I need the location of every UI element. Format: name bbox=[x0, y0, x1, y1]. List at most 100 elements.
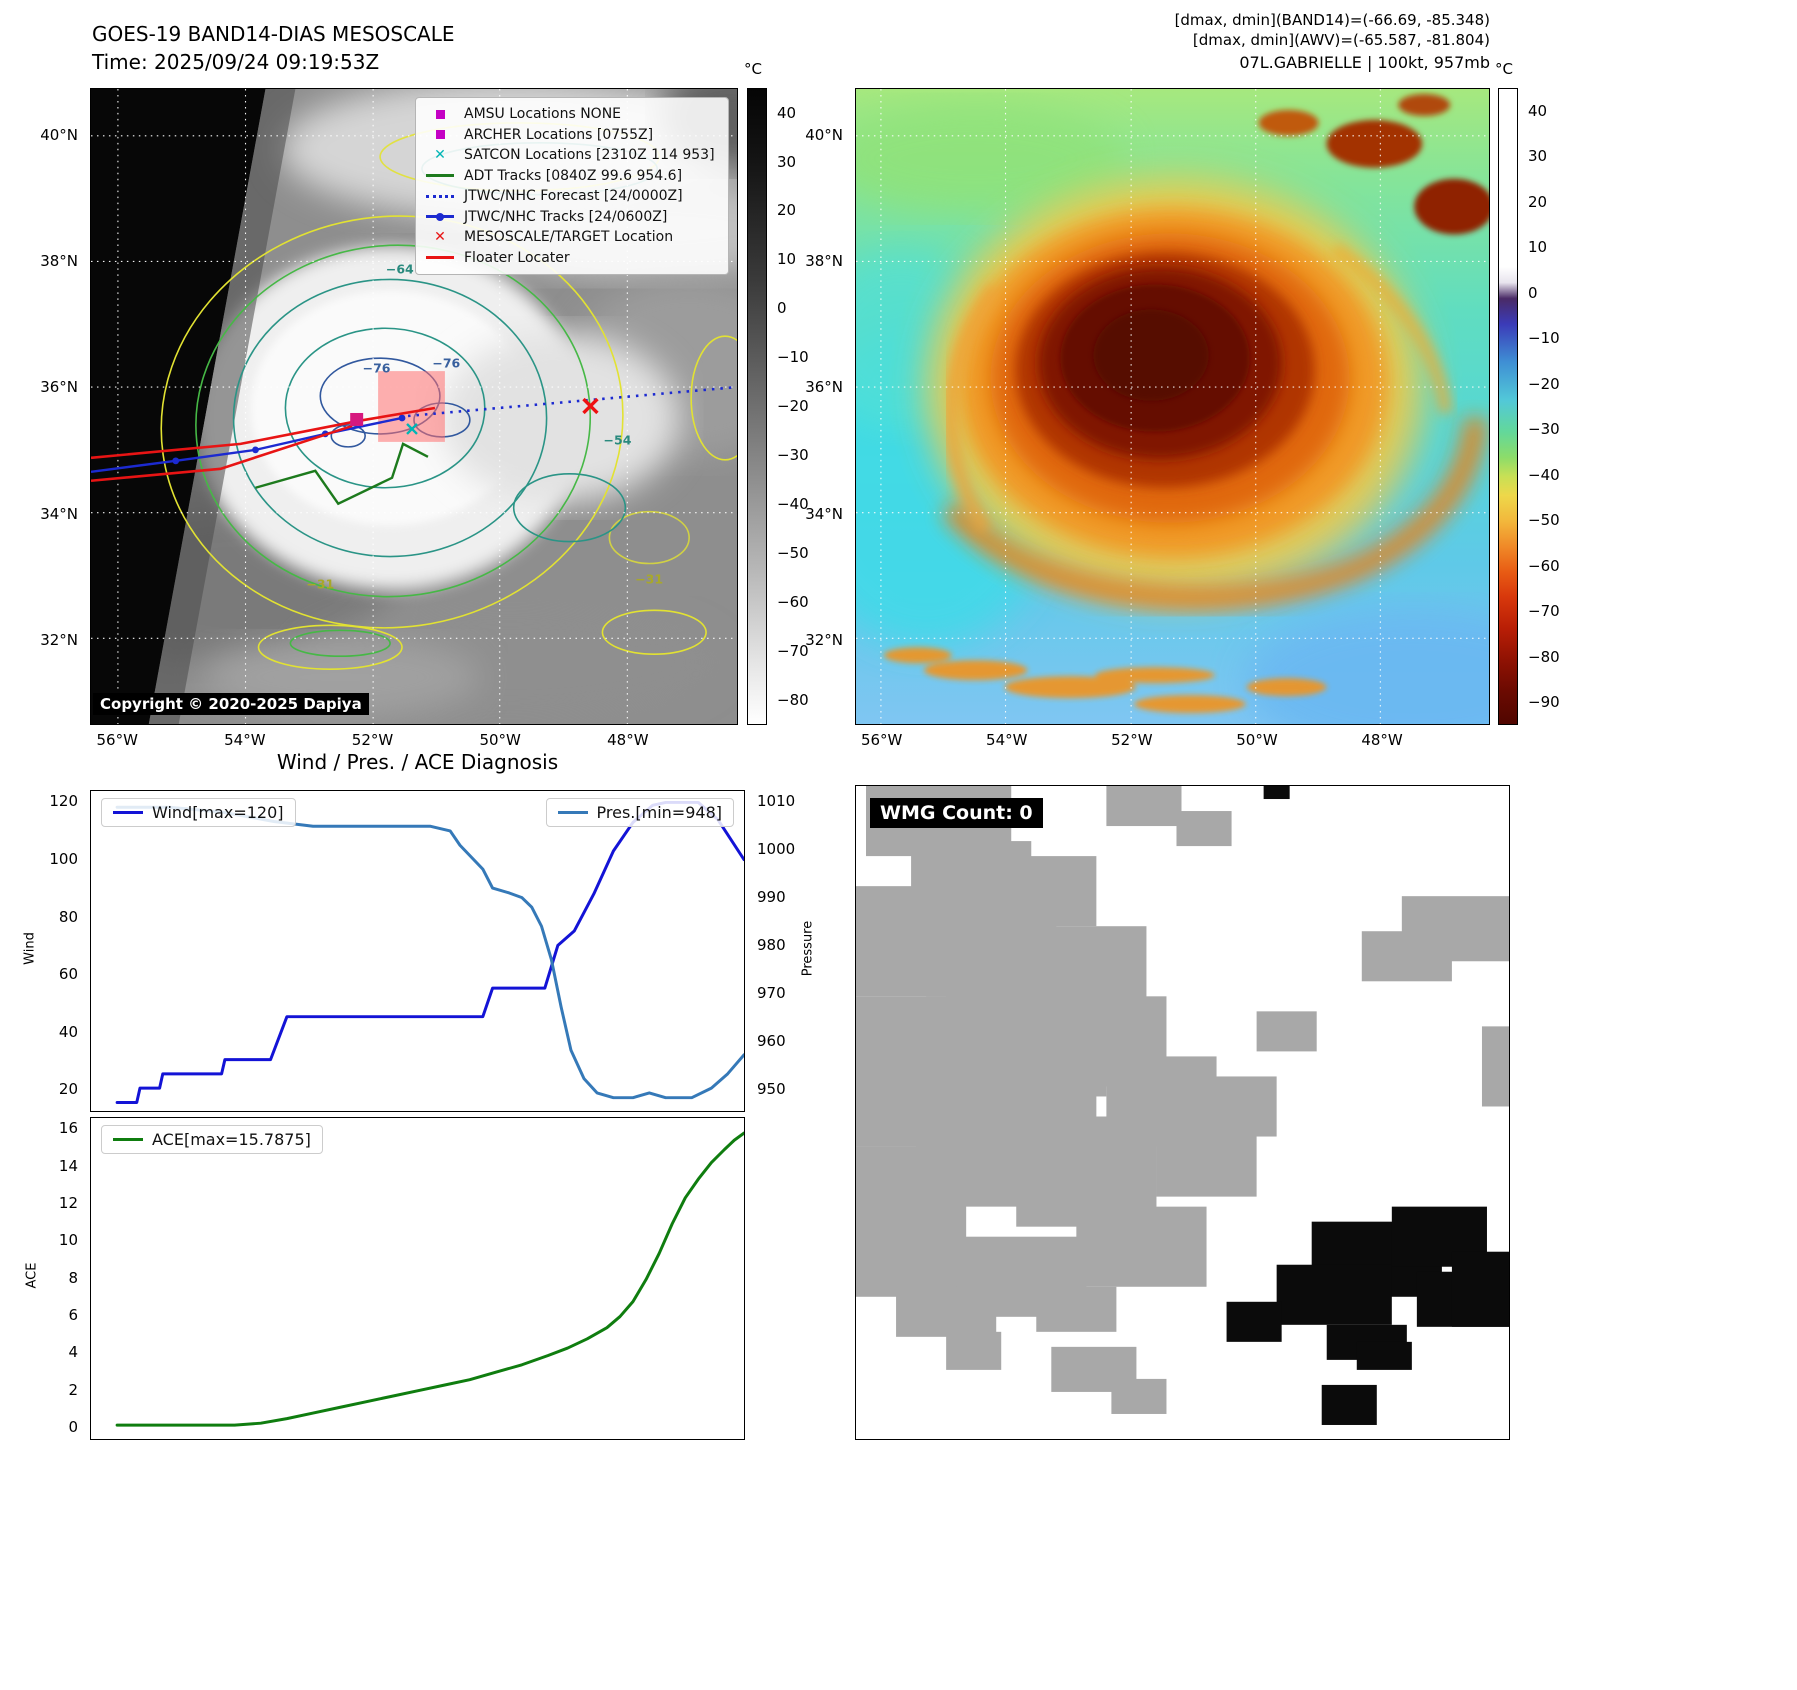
awv-satellite-art bbox=[856, 89, 1489, 724]
target-x-marker bbox=[582, 397, 599, 415]
pressure-legend: Pres.[min=948] bbox=[545, 798, 734, 827]
scan-edge-black-region bbox=[91, 89, 266, 724]
legend-item-label: AMSU Locations NONE bbox=[464, 106, 622, 123]
dmax-dmin-awv-label: [dmax, dmin](AWV)=(-65.587, -81.804) bbox=[1192, 31, 1490, 49]
legend-item: ARCHER Locations [0755Z] bbox=[424, 125, 720, 146]
x-icon: ✕ bbox=[434, 229, 446, 246]
lon-tick-label: 54°W bbox=[986, 731, 1028, 749]
goes-time-label: Time: 2025/09/24 09:19:53Z bbox=[92, 50, 380, 74]
ace-plot bbox=[115, 1131, 744, 1427]
ace-axis-label: ACE bbox=[24, 1262, 40, 1289]
awv-lon-axis: 56°W 54°W 52°W 50°W 48°W bbox=[855, 731, 1490, 751]
lon-tick-label: 48°W bbox=[1361, 731, 1403, 749]
line-marker-icon bbox=[424, 256, 456, 260]
colorbar-tick-label: 10 bbox=[777, 250, 797, 269]
pressure-axis-ticks: 950 960 970 980 990 1000 1010 bbox=[751, 790, 799, 1112]
wind-legend: Wind[max=120] bbox=[101, 798, 296, 827]
colorbar-tick-label: −40 bbox=[777, 495, 809, 514]
lon-tick-label: 54°W bbox=[224, 731, 266, 749]
line-icon bbox=[426, 174, 454, 178]
awv-colorbar-unit: °C bbox=[1495, 60, 1513, 78]
legend-item-label: MESOSCALE/TARGET Location bbox=[464, 229, 674, 246]
ace-legend: ACE[max=15.7875] bbox=[101, 1125, 323, 1154]
awv-lat-axis: 40°N 38°N 36°N 34°N 32°N bbox=[799, 88, 849, 725]
colorbar-tick-label: −70 bbox=[1528, 602, 1560, 621]
band14-colorbar-unit: °C bbox=[744, 60, 762, 78]
wmg-panel: WMG Count: 0 bbox=[855, 785, 1510, 1440]
colorbar-tick-label: 40 bbox=[1528, 101, 1548, 120]
colorbar-tick-label: −20 bbox=[777, 397, 809, 416]
goes-title-block: GOES-19 BAND14-DIAS MESOSCALE Time: 2025… bbox=[92, 20, 455, 76]
dotted-line-marker-icon bbox=[424, 194, 456, 198]
axis-tick-label: 2 bbox=[68, 1380, 78, 1399]
legend-item-label: SATCON Locations [2310Z 114 953] bbox=[464, 147, 715, 164]
colorbar-tick-label: −60 bbox=[1528, 556, 1560, 575]
colorbar-tick-label: 20 bbox=[777, 201, 797, 220]
axis-tick-label: 20 bbox=[58, 1080, 78, 1098]
legend-item: ADT Tracks [0840Z 99.6 954.6] bbox=[424, 166, 720, 187]
colorbar-tick-label: 40 bbox=[777, 103, 797, 122]
line-dot-marker-icon bbox=[424, 212, 456, 221]
colorbar-tick-label: 0 bbox=[1528, 283, 1538, 302]
contour-value-label: −64 bbox=[385, 261, 414, 277]
contour-value-label: −31 bbox=[306, 576, 335, 592]
band14-lat-axis: 40°N 38°N 36°N 34°N 32°N bbox=[34, 88, 84, 725]
colorbar-tick-label: 0 bbox=[777, 299, 787, 318]
colorbar-tick-label: −30 bbox=[1528, 420, 1560, 439]
axis-tick-label: 1000 bbox=[757, 840, 796, 859]
ace-line-sample-icon bbox=[113, 1138, 143, 1141]
lat-tick-label: 34°N bbox=[40, 504, 78, 523]
contour-value-label: −54 bbox=[603, 432, 632, 448]
axis-tick-label: 10 bbox=[58, 1231, 78, 1250]
axis-tick-label: 990 bbox=[757, 888, 786, 907]
lat-tick-label: 36°N bbox=[805, 378, 843, 397]
lon-tick-label: 52°W bbox=[351, 731, 394, 749]
mesoscale-target-box bbox=[378, 371, 445, 442]
colorbar-tick-label: 10 bbox=[1528, 238, 1548, 257]
square-icon bbox=[435, 130, 445, 140]
colorbar-tick-label: 20 bbox=[1528, 192, 1548, 211]
pressure-legend-label: Pres.[min=948] bbox=[596, 803, 722, 822]
awv-colorbar-ticks: 40 30 20 10 0 −10 −20 −30 −40 −50 −60 −70 −80 −90 bbox=[1524, 88, 1570, 725]
axis-tick-label: 970 bbox=[757, 984, 786, 1003]
lat-tick-label: 36°N bbox=[40, 378, 78, 397]
legend-item: Floater Locater bbox=[424, 248, 720, 269]
wind-pressure-chart: Wind[max=120] Pres.[min=948] bbox=[90, 790, 745, 1112]
line-icon bbox=[426, 256, 454, 260]
wind-pressure-plot bbox=[115, 800, 744, 1104]
colorbar-tick-label: 30 bbox=[1528, 147, 1548, 166]
awv-map-panel bbox=[855, 88, 1490, 725]
colorbar-tick-label: −30 bbox=[777, 446, 809, 465]
axis-tick-label: 12 bbox=[58, 1193, 78, 1212]
satcon-x-marker bbox=[406, 423, 418, 435]
lon-tick-label: 50°W bbox=[1236, 731, 1278, 749]
diagnosis-title: Wind / Pres. / ACE Diagnosis bbox=[276, 750, 559, 774]
lat-tick-label: 34°N bbox=[805, 504, 843, 523]
x-marker-icon: ✕ bbox=[424, 148, 456, 162]
colorbar-tick-label: −90 bbox=[1528, 693, 1560, 712]
legend-item-label: ARCHER Locations [0755Z] bbox=[464, 126, 654, 143]
lon-tick-label: 56°W bbox=[96, 731, 138, 749]
axis-tick-label: 950 bbox=[757, 1080, 786, 1098]
lon-tick-label: 48°W bbox=[607, 731, 649, 749]
map-legend-box: AMSU Locations NONE ARCHER Locations [075… bbox=[415, 97, 729, 275]
floater-locater-line bbox=[91, 406, 436, 460]
lat-tick-label: 38°N bbox=[805, 252, 843, 271]
ace-chart: ACE[max=15.7875] bbox=[90, 1117, 745, 1440]
x-icon: ✕ bbox=[434, 147, 446, 164]
legend-item: AMSU Locations NONE bbox=[424, 104, 720, 125]
axis-tick-label: 6 bbox=[68, 1305, 78, 1324]
dot bbox=[436, 212, 444, 221]
legend-item-label: Floater Locater bbox=[464, 249, 570, 266]
goes-title: GOES-19 BAND14-DIAS MESOSCALE bbox=[92, 22, 455, 46]
awv-colorbar bbox=[1498, 88, 1518, 725]
graticule bbox=[856, 89, 1489, 724]
pressure-axis-label: Pressure bbox=[800, 920, 816, 977]
band14-colorbar-ticks: 40 30 20 10 0 −10 −20 −30 −40 −50 −60 −70 −80 bbox=[773, 88, 819, 725]
legend-item-label: ADT Tracks [0840Z 99.6 954.6] bbox=[464, 167, 683, 184]
colorbar-tick-label: −20 bbox=[1528, 374, 1560, 393]
lon-tick-label: 56°W bbox=[860, 731, 903, 749]
axis-tick-label: 40 bbox=[58, 1022, 78, 1041]
copyright-label: Copyright © 2020-2025 Dapiya bbox=[93, 693, 369, 715]
axis-tick-label: 980 bbox=[757, 936, 786, 955]
